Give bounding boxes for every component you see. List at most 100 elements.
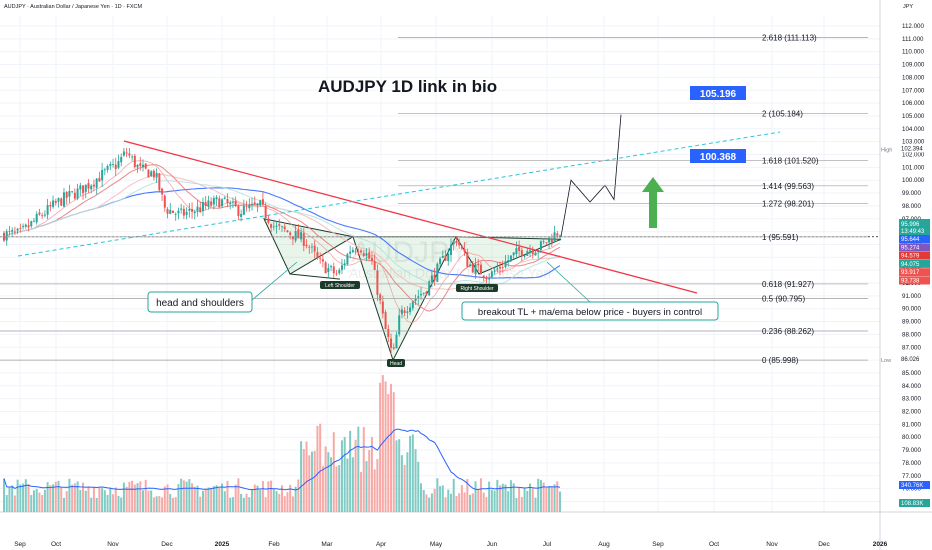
candle-body bbox=[482, 275, 485, 278]
price-tick-label: 85.000 bbox=[902, 370, 921, 377]
candle-body bbox=[267, 218, 270, 223]
volume-bar bbox=[125, 486, 128, 512]
volume-bar bbox=[400, 455, 403, 512]
candle-body bbox=[392, 347, 395, 349]
candle bbox=[444, 250, 447, 262]
price-tick-label: 89.000 bbox=[902, 319, 921, 326]
candle-body bbox=[133, 155, 136, 168]
price-tick-label: 109.000 bbox=[902, 62, 925, 69]
volume-bar bbox=[84, 490, 87, 512]
candle-body bbox=[57, 198, 60, 202]
volume-bar bbox=[215, 485, 218, 512]
candle-body bbox=[362, 253, 365, 256]
volume-bar bbox=[417, 461, 420, 512]
candle-body bbox=[109, 164, 112, 166]
candle-body bbox=[147, 169, 150, 178]
candle bbox=[327, 263, 330, 279]
fib-label: 0.5 (90.795) bbox=[762, 294, 805, 303]
candle-body bbox=[185, 211, 188, 215]
candle-body bbox=[360, 250, 363, 253]
candle bbox=[125, 147, 128, 158]
candle bbox=[463, 242, 466, 256]
candle-body bbox=[54, 200, 57, 203]
candle bbox=[340, 258, 343, 274]
candle bbox=[346, 252, 349, 266]
candle-body bbox=[68, 190, 71, 197]
candle-body bbox=[479, 264, 482, 275]
candle-body bbox=[368, 252, 371, 259]
volume-bar bbox=[509, 480, 512, 512]
volume-bar bbox=[420, 483, 422, 512]
volume-bar bbox=[49, 485, 52, 512]
symbol-header[interactable]: AUDJPY · Australian Dollar / Japanese Ye… bbox=[4, 4, 142, 10]
candle-body bbox=[237, 205, 240, 217]
candle-body bbox=[321, 259, 324, 262]
candle-body bbox=[330, 266, 333, 268]
volume-bar bbox=[264, 497, 267, 512]
volume-bar bbox=[223, 491, 226, 512]
candle bbox=[526, 248, 529, 256]
price-tick-label: 100.000 bbox=[902, 177, 925, 184]
candle-body bbox=[411, 301, 414, 309]
volume-bar bbox=[351, 457, 354, 512]
candle-body bbox=[264, 206, 267, 219]
candle-body bbox=[403, 310, 406, 314]
volume-bar bbox=[512, 483, 515, 512]
price-tick-label: 104.000 bbox=[902, 126, 925, 133]
chart-title: AUDJPY 1D link in bio bbox=[318, 77, 497, 96]
candle-body bbox=[433, 274, 436, 281]
candle-body bbox=[509, 255, 512, 260]
candle-body bbox=[161, 188, 164, 195]
candle-body bbox=[270, 224, 273, 228]
candle-body bbox=[122, 151, 125, 156]
candle-body bbox=[515, 248, 518, 254]
candle bbox=[264, 202, 267, 222]
candle bbox=[316, 247, 319, 260]
candle-body bbox=[504, 261, 507, 268]
volume-bar bbox=[379, 382, 382, 512]
candle-body bbox=[117, 161, 120, 168]
volume-bar bbox=[24, 479, 27, 512]
candle-body bbox=[19, 228, 22, 229]
candle bbox=[161, 187, 164, 201]
candlesticks bbox=[3, 147, 561, 355]
candle-body bbox=[256, 203, 259, 206]
time-axis[interactable]: Sep Oct Nov Dec 2025 Feb Mar Apr May Jun Jul Aug Sep… bbox=[14, 541, 887, 548]
candle-body bbox=[46, 205, 49, 215]
candle bbox=[338, 267, 341, 276]
volume-bar bbox=[272, 489, 275, 512]
candle-body bbox=[43, 214, 46, 216]
candle-body bbox=[180, 208, 183, 210]
candle bbox=[373, 254, 376, 271]
candle-body bbox=[539, 241, 542, 251]
volume-bar bbox=[122, 482, 125, 512]
candle bbox=[286, 229, 289, 233]
candle bbox=[155, 168, 158, 184]
ma-price-tag: 93.917 bbox=[899, 268, 930, 277]
volume-bar bbox=[87, 487, 90, 512]
candle-body bbox=[30, 221, 33, 227]
candle-body bbox=[474, 264, 477, 274]
candle bbox=[275, 221, 278, 234]
candle-body bbox=[335, 273, 338, 275]
candle-body bbox=[275, 225, 278, 227]
breakout-callout: breakout TL + ma/ema below price - buyer… bbox=[461, 301, 719, 321]
candle-body bbox=[166, 209, 169, 214]
volume-bar bbox=[474, 481, 477, 512]
volume-bar bbox=[251, 489, 254, 512]
countdown-tag-bg bbox=[899, 228, 930, 235]
volume-ma-tag-text: 340.76K bbox=[901, 483, 923, 489]
candle bbox=[234, 196, 237, 207]
volume-bar bbox=[559, 491, 561, 512]
candle-body bbox=[499, 266, 502, 269]
volume-bar bbox=[8, 487, 11, 512]
candle-body bbox=[310, 246, 313, 248]
candle bbox=[474, 257, 477, 279]
candle-body bbox=[422, 292, 425, 294]
volume-bar bbox=[174, 497, 177, 512]
watermark-symbol: AUDJPY bbox=[351, 236, 469, 269]
volume-bar bbox=[362, 427, 365, 512]
volume-bar bbox=[523, 488, 526, 512]
candle bbox=[420, 287, 422, 300]
